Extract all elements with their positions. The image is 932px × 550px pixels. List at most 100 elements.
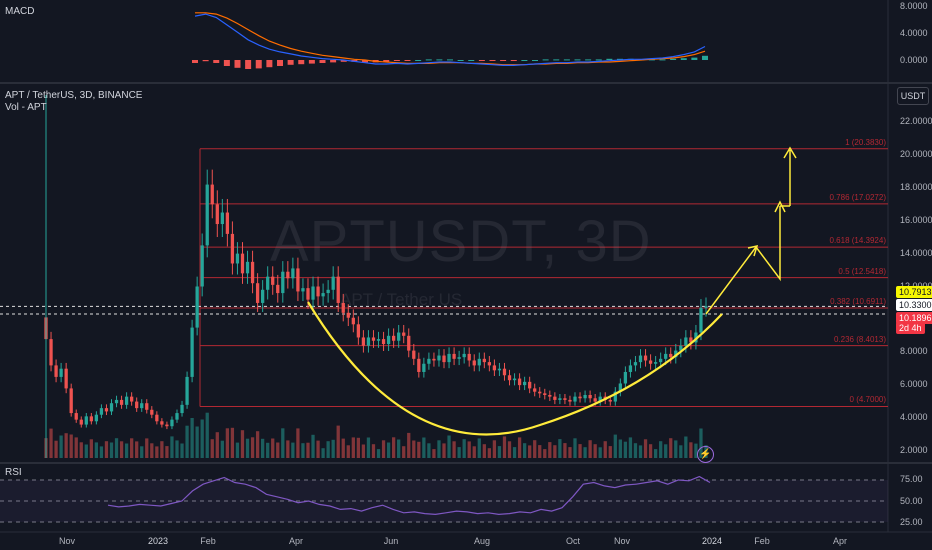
candle-body <box>543 393 547 395</box>
volume-bar <box>296 428 300 458</box>
macd-histogram-bar <box>223 60 230 66</box>
candle-body <box>89 416 93 422</box>
volume-bar <box>502 436 507 458</box>
macd-histogram-bar <box>691 57 698 60</box>
volume-bar <box>391 437 396 458</box>
volume-bar <box>200 419 204 458</box>
price-axis-tick: 22.0000 <box>900 116 932 127</box>
volume-bar <box>89 439 93 458</box>
candle-body <box>145 403 149 410</box>
candle-body <box>336 276 340 303</box>
candle-body <box>467 353 471 361</box>
volume-bar <box>447 435 451 458</box>
candle-body <box>306 288 310 300</box>
candle-body <box>563 398 567 400</box>
volume-bar <box>598 447 602 458</box>
macd-histogram-bar <box>680 58 687 60</box>
lightning-icon[interactable]: ⚡ <box>697 446 714 463</box>
candle-body <box>548 394 552 397</box>
candle-body <box>643 355 648 361</box>
candle-body <box>235 253 240 264</box>
volume-bar <box>185 425 189 458</box>
volume-bar <box>64 433 68 458</box>
fib-level-label: 0.618 (14.3924) <box>829 236 887 246</box>
candle-body <box>376 339 381 341</box>
price-axis-tick: 8.0000 <box>900 346 928 357</box>
candle-body <box>462 353 466 358</box>
macd-histogram-bar <box>510 60 517 61</box>
volume-bar <box>684 436 688 458</box>
candle-body <box>326 289 330 294</box>
volume-bar <box>472 446 476 458</box>
volume-bar <box>694 443 698 458</box>
candle-body <box>502 368 507 376</box>
candle-body <box>528 381 532 389</box>
macd-histogram-bar <box>595 59 602 61</box>
fib-level-label: 0.236 (8.4013) <box>833 334 886 344</box>
volume-bar <box>271 438 275 458</box>
macd-histogram-bar <box>383 60 390 62</box>
rsi-axis-tick: 25.00 <box>900 517 923 527</box>
volume-bar <box>553 445 557 458</box>
volume-bar <box>351 437 355 458</box>
volume-bar <box>648 444 653 458</box>
volume-bar <box>69 434 73 458</box>
volume-bar <box>563 443 567 458</box>
volume-bar <box>215 432 219 458</box>
macd-axis-tick: 4.0000 <box>900 28 928 38</box>
volume-bar <box>371 444 376 458</box>
macd-histogram-bar <box>255 60 262 69</box>
macd-histogram-bar <box>606 58 613 60</box>
candle-body <box>648 360 653 364</box>
candle-body <box>180 404 184 414</box>
candle-body <box>492 365 497 371</box>
time-axis-tick: Jun <box>383 536 399 546</box>
volume-bar <box>286 440 290 458</box>
candle-body <box>175 413 179 420</box>
volume-bar <box>558 439 562 458</box>
macd-histogram-bar <box>277 60 283 66</box>
candle-body <box>638 355 643 363</box>
volume-bar <box>422 437 426 458</box>
macd-histogram-bar <box>192 60 198 63</box>
candle-body <box>381 339 386 345</box>
volume-bar <box>522 443 527 458</box>
volume-bar <box>104 441 109 458</box>
candle-body <box>291 268 295 279</box>
macd-histogram-bar <box>521 60 528 61</box>
macd-histogram-bar <box>287 60 294 65</box>
volume-bar <box>593 444 597 458</box>
macd-histogram-bar <box>213 60 220 63</box>
candle-body <box>135 401 139 409</box>
volume-bar <box>94 442 99 458</box>
volume-bar <box>457 447 461 458</box>
candle-body <box>165 424 169 427</box>
volume-legend[interactable]: Vol - APT <box>5 102 47 113</box>
candle-body <box>578 396 582 399</box>
candle-body <box>74 413 78 420</box>
volume-bar <box>608 446 612 458</box>
volume-bar <box>240 430 245 458</box>
volume-bar <box>512 447 517 458</box>
fib-level-label: 1 (20.3830) <box>845 137 886 147</box>
symbol-legend[interactable]: APT / TetherUS, 3D, BINANCE <box>5 90 143 101</box>
candle-body <box>497 368 502 371</box>
macd-histogram-bar <box>234 60 241 68</box>
rsi-band <box>0 480 888 522</box>
rsi-pane-title: RSI <box>5 467 22 478</box>
volume-bar <box>664 444 668 458</box>
volume-bar <box>417 441 421 458</box>
volume-bar <box>412 440 416 458</box>
currency-button[interactable]: USDT <box>897 87 929 105</box>
time-axis-tick: Feb <box>200 536 216 546</box>
candle-body <box>628 365 633 372</box>
time-axis-tick: Apr <box>832 536 848 546</box>
candle-body <box>331 276 335 290</box>
macd-line <box>194 13 706 66</box>
candle-body <box>533 388 537 392</box>
volume-bar <box>628 437 633 458</box>
candle-body <box>205 184 209 246</box>
volume-bar <box>180 443 184 458</box>
macd-histogram-bar <box>574 59 581 61</box>
